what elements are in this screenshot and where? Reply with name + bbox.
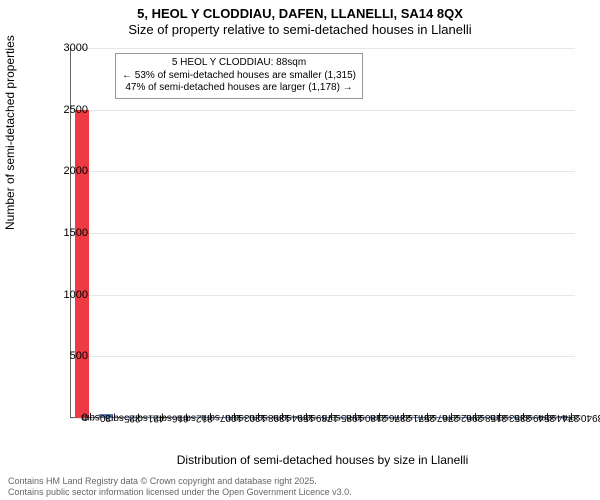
annotation-line-1: 5 HEOL Y CLODDIAU: 88sqm — [122, 57, 356, 70]
y-tick-label: 1500 — [38, 227, 88, 239]
bar-highlight — [75, 110, 88, 418]
annotation-line-2: ← 53% of semi-detached houses are smalle… — [122, 70, 356, 83]
chart-title: 5, HEOL Y CLODDIAU, DAFEN, LLANELLI, SA1… — [0, 0, 600, 39]
gridline — [70, 48, 575, 49]
annotation-box: 5 HEOL Y CLODDIAU: 88sqm ← 53% of semi-d… — [115, 53, 363, 99]
y-tick-label: 2500 — [38, 104, 88, 116]
gridline — [70, 233, 575, 234]
y-tick-label: 500 — [38, 350, 88, 362]
footer-attribution: Contains HM Land Registry data © Crown c… — [8, 476, 352, 498]
y-tick-label: 3000 — [38, 42, 88, 54]
gridline — [70, 171, 575, 172]
title-line-1: 5, HEOL Y CLODDIAU, DAFEN, LLANELLI, SA1… — [0, 6, 600, 22]
x-axis-title: Distribution of semi-detached houses by … — [70, 453, 575, 467]
gridline — [70, 110, 575, 111]
plot-area: 5 HEOL Y CLODDIAU: 88sqm ← 53% of semi-d… — [70, 48, 575, 418]
y-axis-title: Number of semi-detached properties — [3, 35, 17, 230]
gridline — [70, 295, 575, 296]
gridline — [70, 356, 575, 357]
y-tick-label: 2000 — [38, 165, 88, 177]
y-tick-label: 1000 — [38, 289, 88, 301]
chart-container: { "title": { "line1": "5, HEOL Y CLODDIA… — [0, 0, 600, 500]
footer-line-1: Contains HM Land Registry data © Crown c… — [8, 476, 352, 487]
title-line-2: Size of property relative to semi-detach… — [0, 22, 600, 38]
annotation-line-3: 47% of semi-detached houses are larger (… — [122, 82, 356, 95]
footer-line-2: Contains public sector information licen… — [8, 487, 352, 498]
